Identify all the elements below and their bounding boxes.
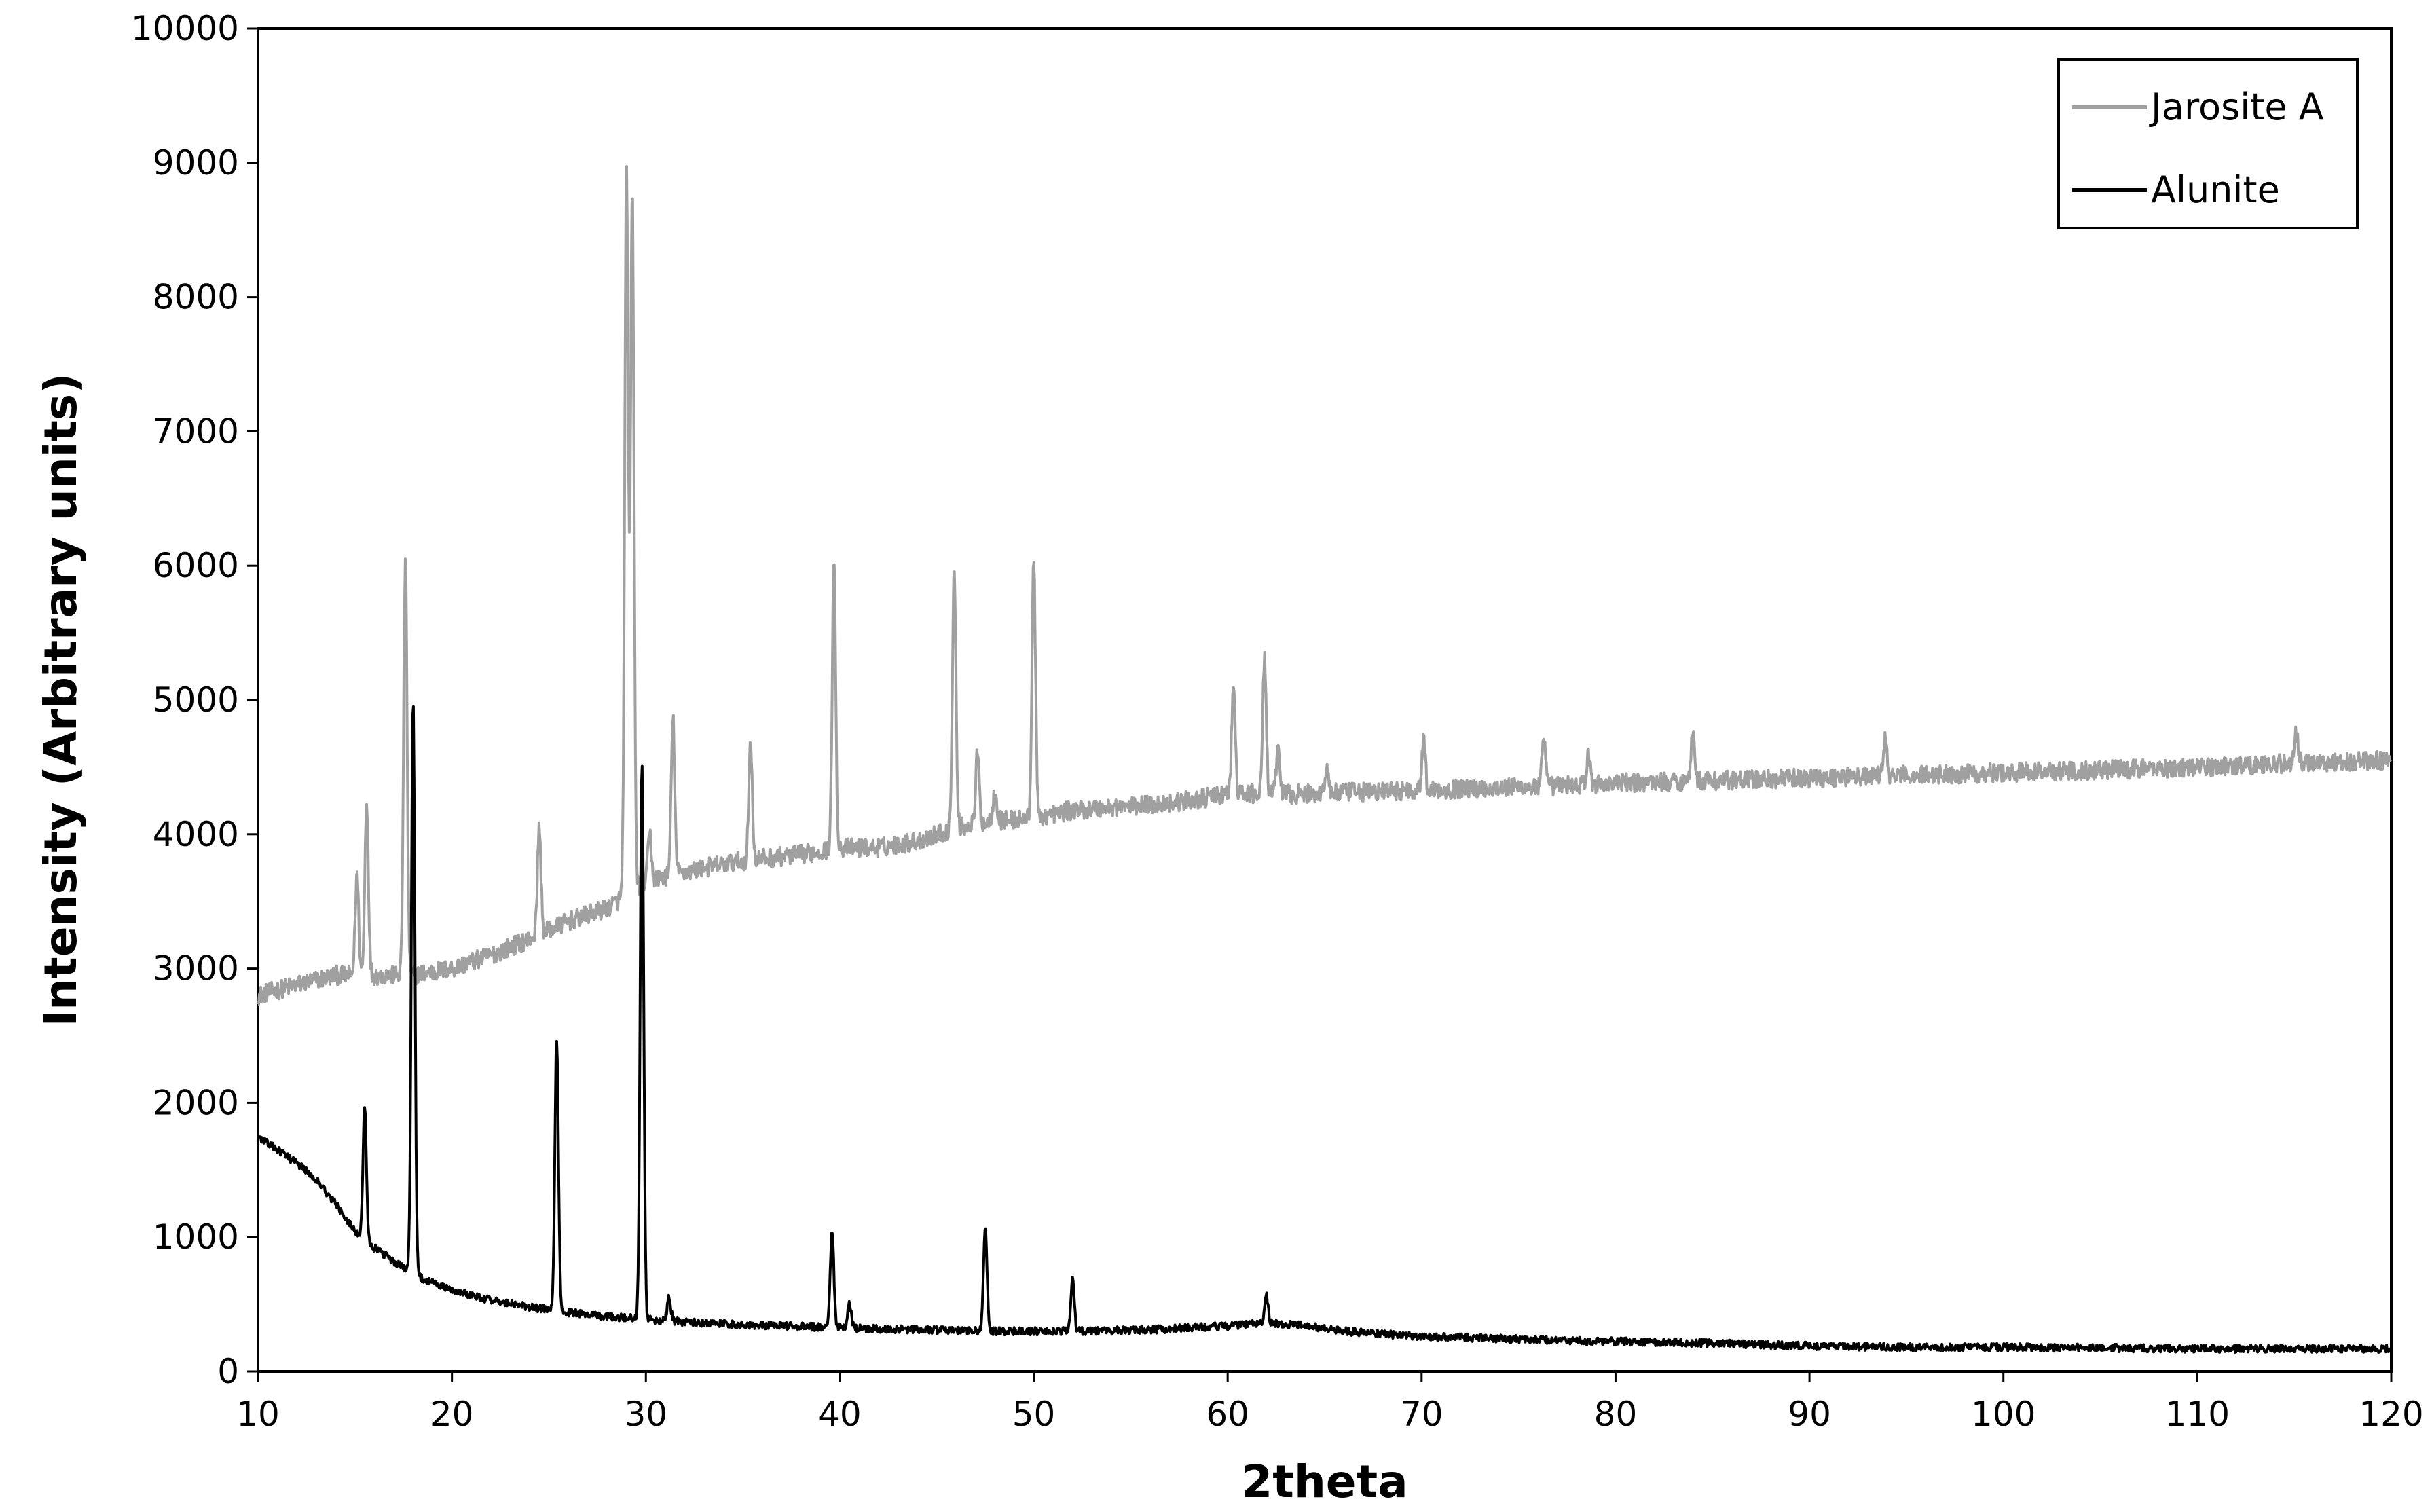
y-axis-ticks: 0 1000 2000 3000 4000 5000 6000 7000 8000 9000 100… xyxy=(131,9,258,1391)
legend-label-jarosite: Jarosite A xyxy=(2149,86,2324,128)
series-line-0 xyxy=(257,165,2392,1006)
x-tick-label: 80 xyxy=(1594,1395,1638,1434)
y-tick-label: 10000 xyxy=(131,9,239,48)
y-tick-label: 0 xyxy=(217,1352,239,1391)
x-tick-label: 40 xyxy=(818,1395,862,1434)
series-line-1 xyxy=(257,705,2393,1354)
y-tick-label: 4000 xyxy=(153,815,239,854)
x-tick-label: 20 xyxy=(430,1395,474,1434)
y-tick-label: 7000 xyxy=(153,411,239,451)
legend: Jarosite A Alunite xyxy=(2057,58,2359,229)
legend-box xyxy=(2057,58,2359,229)
x-tick-label: 110 xyxy=(2165,1395,2230,1434)
x-tick-label: 90 xyxy=(1788,1395,1831,1434)
y-tick-label: 3000 xyxy=(153,949,239,989)
y-axis-title: Intensity (Arbitrary units) xyxy=(35,373,87,1027)
y-tick-label: 8000 xyxy=(153,278,239,317)
y-tick-label: 6000 xyxy=(153,546,239,585)
plot-area-frame xyxy=(257,27,2393,1373)
y-tick-label: 9000 xyxy=(153,143,239,183)
y-tick-label: 2000 xyxy=(153,1083,239,1122)
legend-label-alunite: Alunite xyxy=(2151,168,2280,211)
x-axis-ticks: 10 20 30 40 50 60 70 80 90 100 110 120 xyxy=(236,1371,2424,1434)
x-tick-label: 70 xyxy=(1400,1395,1443,1434)
x-tick-label: 120 xyxy=(2359,1395,2423,1434)
x-tick-label: 10 xyxy=(236,1395,280,1434)
x-axis-title: 2theta xyxy=(1241,1456,1407,1508)
x-tick-label: 100 xyxy=(1971,1395,2035,1434)
x-tick-label: 60 xyxy=(1206,1395,1249,1434)
series-layer xyxy=(257,165,2393,1354)
y-tick-label: 5000 xyxy=(153,680,239,720)
x-tick-label: 50 xyxy=(1012,1395,1056,1434)
x-tick-label: 30 xyxy=(624,1395,667,1434)
y-tick-label: 1000 xyxy=(153,1217,239,1257)
